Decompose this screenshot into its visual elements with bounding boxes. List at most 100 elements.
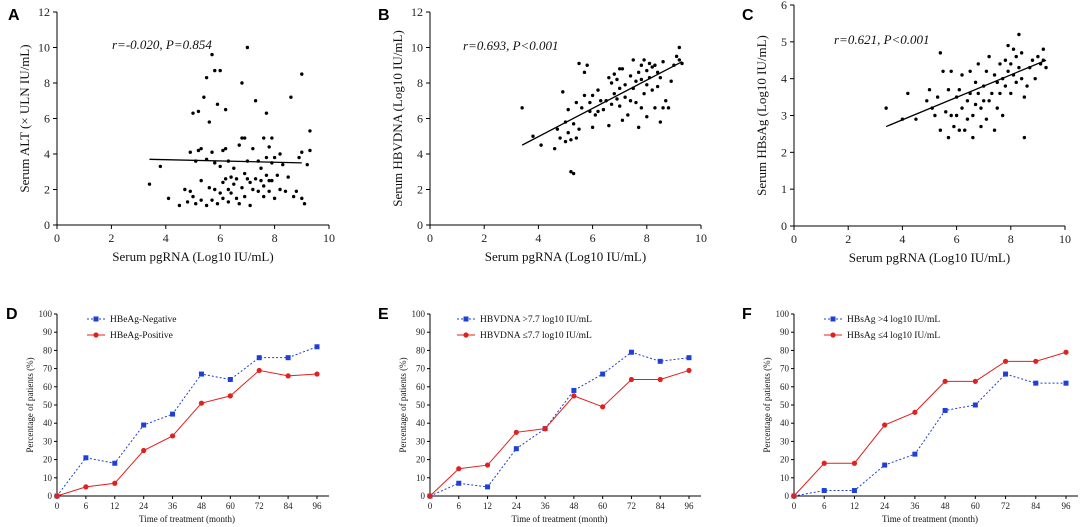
panel-b-data-point xyxy=(639,106,644,110)
panel-d-x-tick-label: 72 xyxy=(255,501,264,511)
panel-a-y-tick-label: 10 xyxy=(38,41,50,55)
panel-b-data-point xyxy=(561,90,565,94)
panel-e-legend-1-marker xyxy=(463,316,469,322)
panel-d-series-1-marker xyxy=(83,455,89,461)
panel-d-series-2-marker xyxy=(198,400,205,406)
panel-a-data-point xyxy=(294,189,299,193)
panel-a-data-point xyxy=(256,189,260,193)
panel-d-x-tick-label: 6 xyxy=(84,501,89,511)
panel-a-data-point xyxy=(226,187,231,192)
panel-f-series-1-marker xyxy=(942,407,948,413)
panel-a-x-tick-label: 6 xyxy=(217,231,223,245)
panel-a-data-point xyxy=(242,136,247,140)
panel-d-series-2-marker xyxy=(256,367,262,374)
panel-c-data-point xyxy=(933,113,937,118)
panel-f-series-1-marker xyxy=(912,451,918,457)
panel-a-data-point xyxy=(223,146,228,151)
panel-c-y-axis-label: Serum HBsAg (Log10 IU/mL) xyxy=(754,35,769,196)
panel-a-data-point xyxy=(196,148,201,153)
panel-c-data-point xyxy=(1019,51,1024,55)
panel-e-y-tick-label: 70 xyxy=(416,364,426,374)
panel-c-data-point xyxy=(987,99,991,103)
panel-c-data-point xyxy=(927,88,932,92)
panel-b-data-point xyxy=(677,45,682,50)
panel-b-data-point xyxy=(615,97,619,101)
panel-e-series-2-marker xyxy=(686,367,692,374)
panel-f-y-tick-label: 50 xyxy=(780,400,790,410)
panel-b-data-point xyxy=(552,146,557,151)
panel-b-data-point xyxy=(596,88,600,92)
panel-f-y-tick-label: 90 xyxy=(780,327,790,337)
panel-f-series-2-marker xyxy=(912,409,918,415)
panel-c-letter: C xyxy=(742,7,754,24)
panel-f-series-2-marker xyxy=(972,378,978,384)
panel-e-series-2-marker xyxy=(657,376,663,383)
panel-b-data-point xyxy=(669,79,673,83)
panel-f-x-axis-label: Time of treatment (month) xyxy=(882,514,978,524)
panel-e-y-tick-label: 10 xyxy=(416,473,426,483)
panel-b-data-point xyxy=(609,81,614,85)
panel-b-x-axis-label: Serum pgRNA (Log10 IU/mL) xyxy=(485,249,646,264)
panel-d-y-tick-label: 40 xyxy=(43,418,53,428)
panel-b-data-point xyxy=(636,125,641,130)
panel-c-data-point xyxy=(984,69,989,74)
panel-a-data-point xyxy=(210,198,214,202)
panel-c-data-point xyxy=(957,88,962,92)
panel-a-data-point xyxy=(264,111,269,115)
panel-a-data-point xyxy=(234,196,239,201)
panel-c-x-axis-label: Serum pgRNA (Log10 IU/mL) xyxy=(849,250,1010,265)
panel-c-data-point xyxy=(1003,58,1008,62)
panel-b-data-point xyxy=(653,106,657,110)
panel-d-y-tick-label: 10 xyxy=(43,473,53,483)
panel-d-series-1-marker xyxy=(141,422,147,428)
panel-c-data-point xyxy=(990,91,994,96)
panel-c-data-point xyxy=(973,102,978,107)
panel-e-y-tick-label: 40 xyxy=(416,418,426,428)
panel-d-series-1-marker xyxy=(314,344,320,350)
panel-c-data-point xyxy=(946,88,951,92)
panel-e-series-1-marker xyxy=(657,358,663,364)
panel-a-group: A 0 2 4 6 8 10 0 2 4 6 8 10 12 Serum pgRNA (Log10 IU/m… xyxy=(8,5,335,264)
panel-b-data-point xyxy=(588,100,592,105)
panel-c-data-point xyxy=(1041,47,1046,51)
panel-b-data-point xyxy=(612,91,616,96)
panel-f-y-axis-label: Percentage of patients (%) xyxy=(762,357,772,452)
panel-a-data-point xyxy=(213,187,217,192)
panel-a-data-point xyxy=(245,45,250,50)
panel-f-y-tick-label: 80 xyxy=(780,345,790,355)
panel-c-x-tick-label: 6 xyxy=(954,232,960,246)
panel-f-x-tick-label: 6 xyxy=(822,501,827,511)
panel-c-data-point xyxy=(995,106,999,110)
panel-a-data-point xyxy=(232,166,236,170)
panel-c-fit-line xyxy=(885,59,1047,128)
panel-d-y-tick-label: 100 xyxy=(39,309,53,319)
panel-f-x-tick-label: 48 xyxy=(941,501,951,511)
panel-b-data-point xyxy=(555,127,560,131)
panel-c-x-tick-label: 8 xyxy=(1008,232,1014,246)
panel-a-data-point xyxy=(300,150,304,154)
panel-a-data-point xyxy=(207,120,212,124)
panel-d-y-tick-label: 30 xyxy=(43,436,53,446)
panel-a-data-point xyxy=(191,111,195,115)
panel-b-y-tick-label: 2 xyxy=(417,183,423,197)
panel-e-series-1-marker xyxy=(628,349,634,355)
panel-c-x-tick-label: 2 xyxy=(845,232,851,246)
panel-b-data-point xyxy=(664,99,668,103)
panel-d-series-2-marker xyxy=(169,433,176,439)
panel-e-y-tick-label: 20 xyxy=(416,455,426,465)
panel-b-data-point xyxy=(596,109,600,114)
panel-c-data-point xyxy=(1030,58,1035,62)
panel-c-data-point xyxy=(1014,54,1018,59)
panel-d-series-1-marker xyxy=(112,460,118,466)
panel-e-series-2-marker xyxy=(600,404,606,410)
panel-f-legend-2-marker xyxy=(830,332,836,338)
panel-d-x-tick-label: 0 xyxy=(55,501,60,511)
panel-c-data-point xyxy=(906,91,910,96)
panel-b-data-point xyxy=(563,139,568,144)
panel-c-data-point xyxy=(971,113,975,118)
panel-b-x-tick-label: 10 xyxy=(695,231,707,245)
panel-a-letter: A xyxy=(8,7,20,24)
panel-a-data-point xyxy=(262,184,266,188)
panel-e-y-tick-label: 0 xyxy=(421,491,426,501)
panel-c-y-tick-label: 0 xyxy=(781,219,787,233)
